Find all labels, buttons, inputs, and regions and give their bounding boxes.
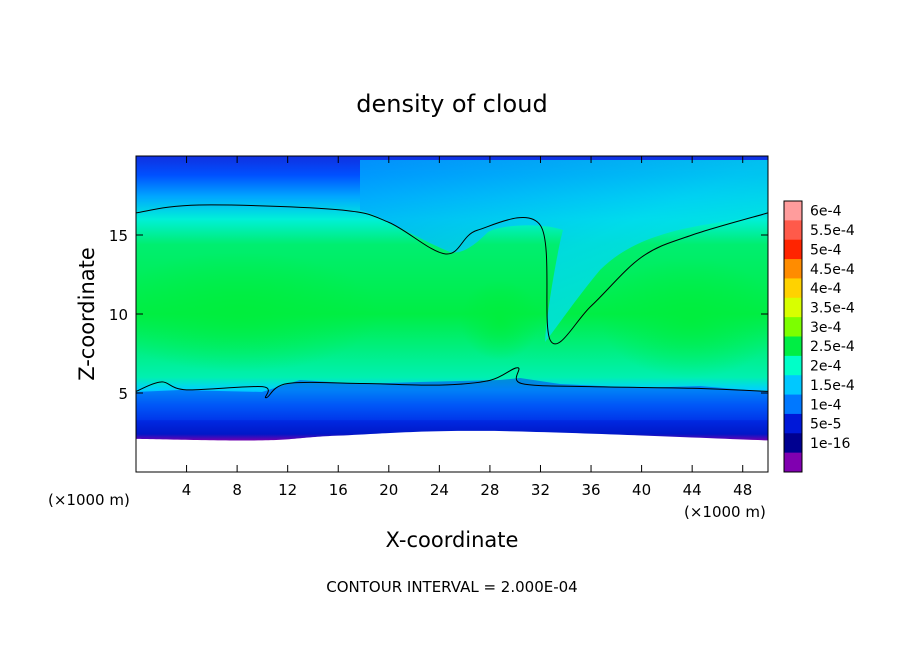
x-tick-label: 4: [182, 481, 192, 499]
colorbar-swatch: [784, 278, 802, 299]
colorbar-label: 5e-4: [810, 242, 842, 258]
colorbar-swatch: [784, 355, 802, 376]
turbulent-layer: [136, 378, 768, 420]
colorbar-label: 1.5e-4: [810, 378, 855, 394]
x-tick-label: 24: [430, 481, 449, 499]
y-axis-label: Z-coordinate: [75, 247, 99, 381]
colorbar-label: 3e-4: [810, 320, 842, 336]
x-tick-label: 36: [581, 481, 600, 499]
colorbar-swatch: [784, 317, 802, 337]
colorbar-label: 2e-4: [810, 359, 842, 375]
colorbar-label: 6e-4: [810, 204, 842, 220]
green-core-right: [600, 258, 768, 378]
colorbar-label: 2.5e-4: [810, 339, 855, 355]
colorbar-swatch: [784, 239, 802, 260]
colorbar-swatch: [784, 433, 802, 454]
colorbar-label: 5e-5: [810, 417, 841, 433]
x-tick-label: 40: [632, 481, 651, 499]
colorbar-swatch: [784, 259, 802, 279]
x-tick-label: 16: [329, 481, 348, 499]
x-axis-ticks: 4 8 12 16 20 24 28 32 36 40 44 48: [182, 156, 752, 499]
colorbar-label: 3.5e-4: [810, 300, 855, 316]
y-tick-label: 15: [109, 227, 128, 245]
colorbar: 6e-4 5.5e-4 5e-4 4.5e-4 4e-4 3.5e-4 3e-4 2.5e-4…: [783, 200, 855, 473]
green-core-left: [136, 252, 380, 372]
contour-interval-note: CONTOUR INTERVAL = 2.000E-04: [326, 578, 577, 596]
x-tick-label: 12: [278, 481, 297, 499]
x-axis-label: X-coordinate: [386, 528, 519, 552]
y-tick-label: 10: [109, 306, 128, 324]
chart-title: density of cloud: [356, 90, 547, 118]
colorbar-label: 1e-4: [810, 397, 842, 413]
x-tick-label: 44: [683, 481, 702, 499]
colorbar-label: 4e-4: [810, 281, 842, 297]
y-axis-ticks: 5 10 15: [109, 227, 768, 403]
colorbar-label: 1e-16: [810, 436, 850, 452]
contour-2e-4-lower: [136, 367, 768, 399]
colorbar-swatch: [784, 452, 802, 473]
colorbar-label: 5.5e-4: [810, 223, 855, 239]
x-tick-label: 20: [379, 481, 398, 499]
colorbar-swatch: [784, 297, 802, 318]
colorbar-swatch: [784, 413, 802, 434]
x-tick-label: 28: [480, 481, 499, 499]
x-unit-left: (×1000 m): [48, 491, 130, 509]
x-tick-label: 8: [232, 481, 242, 499]
colorbar-swatch: [784, 220, 802, 241]
x-tick-label: 48: [733, 481, 752, 499]
colorbar-swatch: [784, 394, 802, 415]
colorbar-swatch: [784, 375, 802, 396]
colorbar-frame: [783, 200, 803, 473]
dry-tongue: [360, 160, 768, 342]
below-ground-blank: [136, 430, 768, 472]
contour-2e-4-upper: [136, 204, 768, 345]
green-core-mid: [460, 280, 540, 360]
colorbar-label: 4.5e-4: [810, 262, 855, 278]
y-tick-label: 5: [118, 385, 128, 403]
plot-area: [136, 156, 768, 472]
x-unit-right: (×1000 m): [684, 503, 766, 521]
x-tick-label: 32: [531, 481, 550, 499]
colorbar-swatch: [784, 336, 802, 357]
colorbar-swatch: [784, 201, 802, 221]
